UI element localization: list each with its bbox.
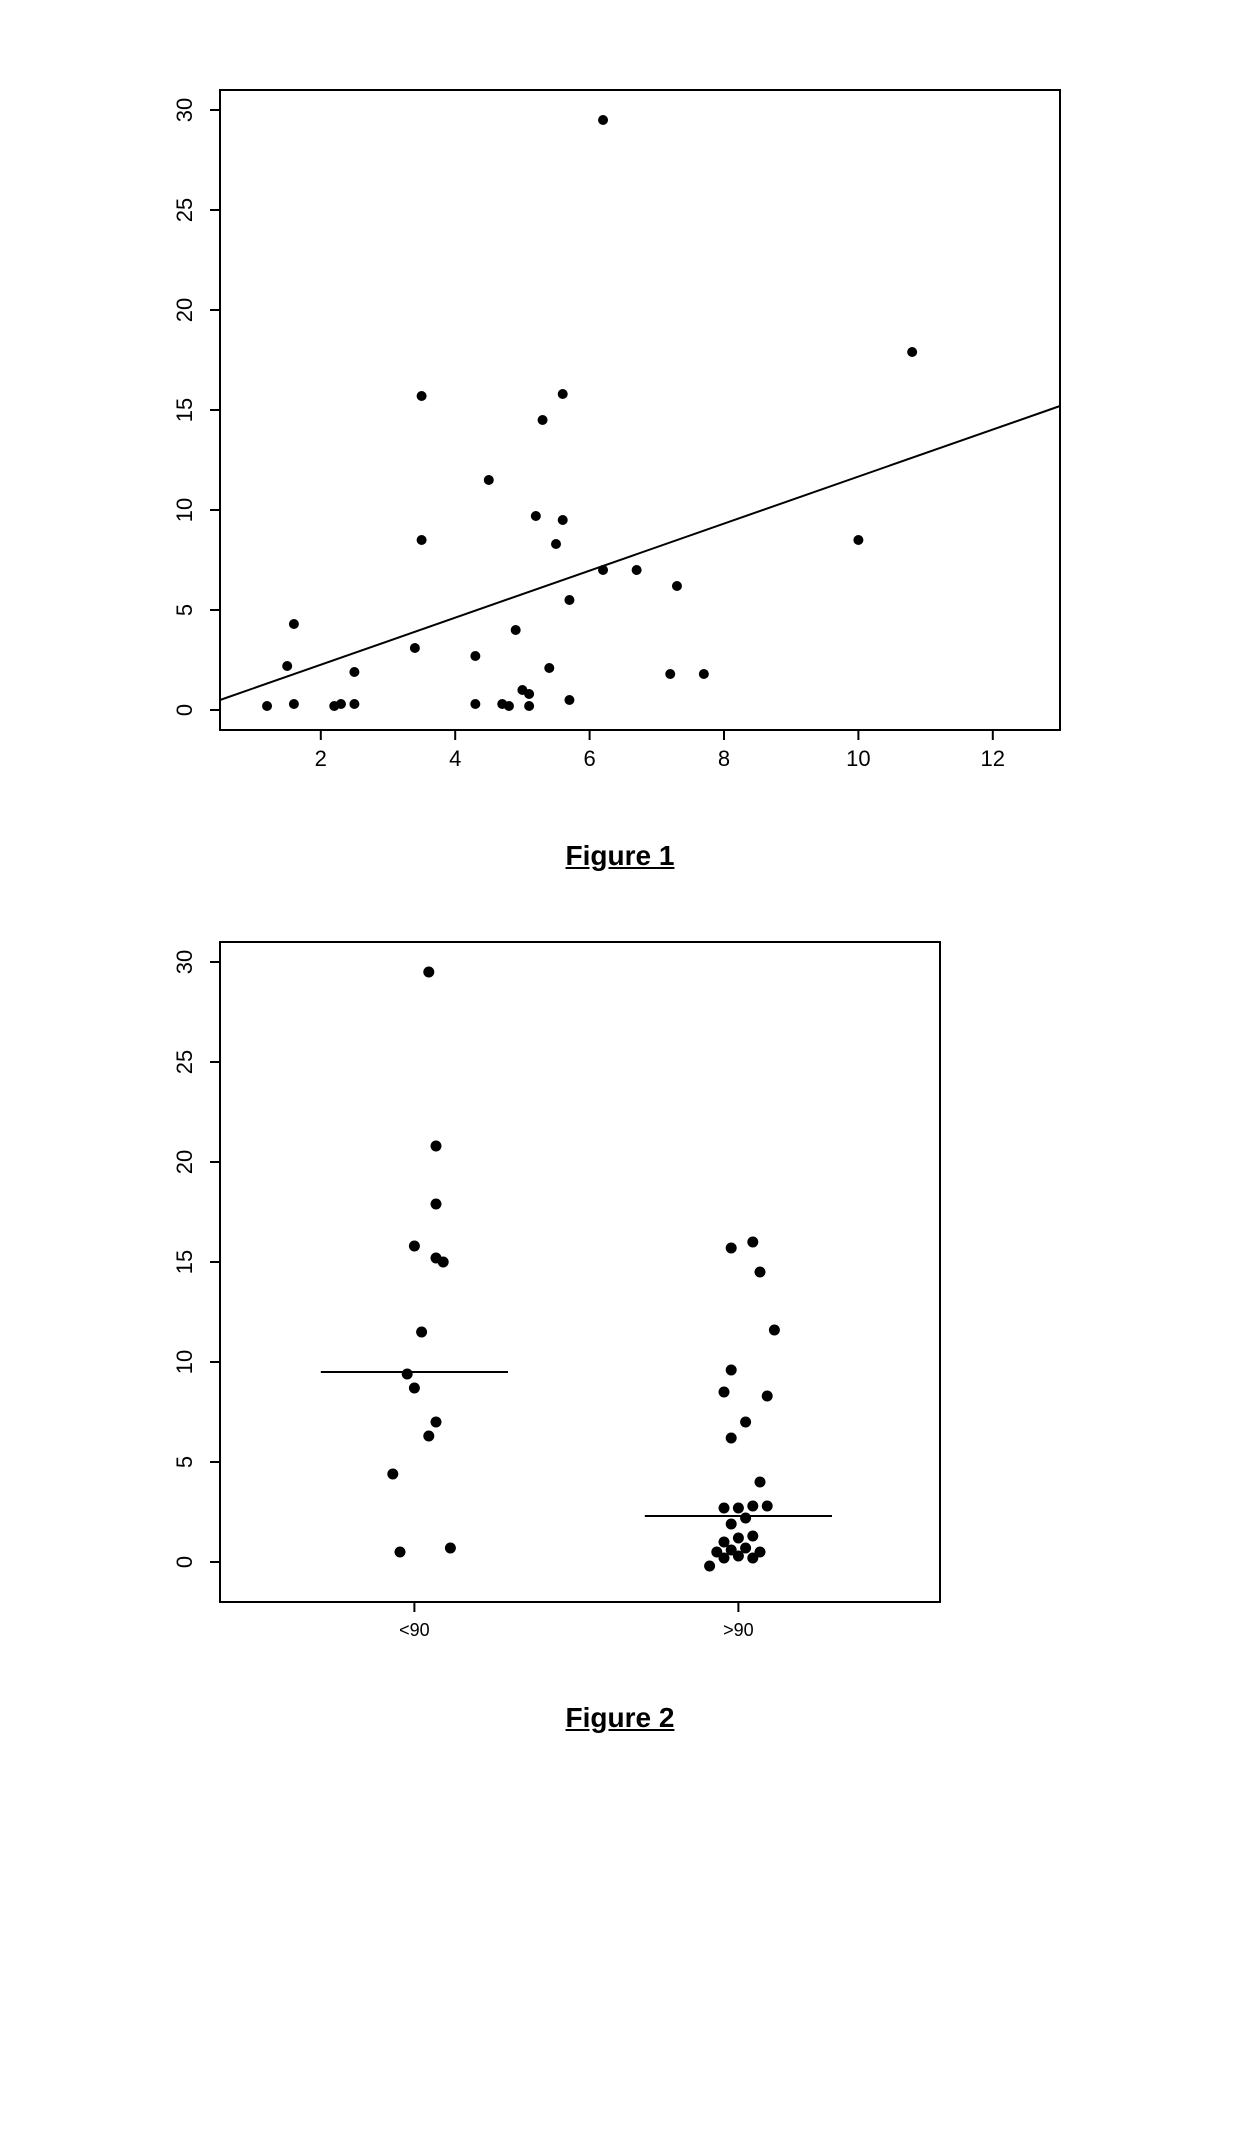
svg-text:15: 15 xyxy=(172,1250,197,1274)
figure-1-block: 2 4 6 8 10 12 0 5 10 15 20 25 30 Figure 1 xyxy=(100,60,1140,872)
svg-text:5: 5 xyxy=(172,1456,197,1468)
figure-2-strip: 0 5 10 15 20 25 30 <90 >90 xyxy=(100,912,980,1682)
svg-text:20: 20 xyxy=(172,298,197,322)
svg-text:8: 8 xyxy=(718,746,730,771)
svg-text:25: 25 xyxy=(172,1050,197,1074)
svg-text:>90: >90 xyxy=(723,1620,754,1640)
svg-text:10: 10 xyxy=(172,1350,197,1374)
svg-text:0: 0 xyxy=(172,704,197,716)
figure-1-scatter: 2 4 6 8 10 12 0 5 10 15 20 25 30 xyxy=(100,60,1100,820)
figure-2-caption: Figure 2 xyxy=(100,1702,1140,1734)
svg-text:10: 10 xyxy=(846,746,870,771)
page: 2 4 6 8 10 12 0 5 10 15 20 25 30 Figure 1 0 5 10 15 20 25… xyxy=(0,0,1240,1834)
svg-text:<90: <90 xyxy=(399,1620,430,1640)
svg-text:5: 5 xyxy=(172,604,197,616)
figure-2-block: 0 5 10 15 20 25 30 <90 >90 Figure 2 xyxy=(100,912,1140,1734)
svg-text:20: 20 xyxy=(172,1150,197,1174)
figure-1-caption: Figure 1 xyxy=(100,840,1140,872)
svg-text:6: 6 xyxy=(583,746,595,771)
svg-text:25: 25 xyxy=(172,198,197,222)
svg-text:0: 0 xyxy=(172,1556,197,1568)
svg-text:4: 4 xyxy=(449,746,461,771)
svg-text:15: 15 xyxy=(172,398,197,422)
svg-text:30: 30 xyxy=(172,98,197,122)
svg-text:10: 10 xyxy=(172,498,197,522)
svg-text:12: 12 xyxy=(981,746,1005,771)
svg-text:30: 30 xyxy=(172,950,197,974)
svg-text:2: 2 xyxy=(315,746,327,771)
